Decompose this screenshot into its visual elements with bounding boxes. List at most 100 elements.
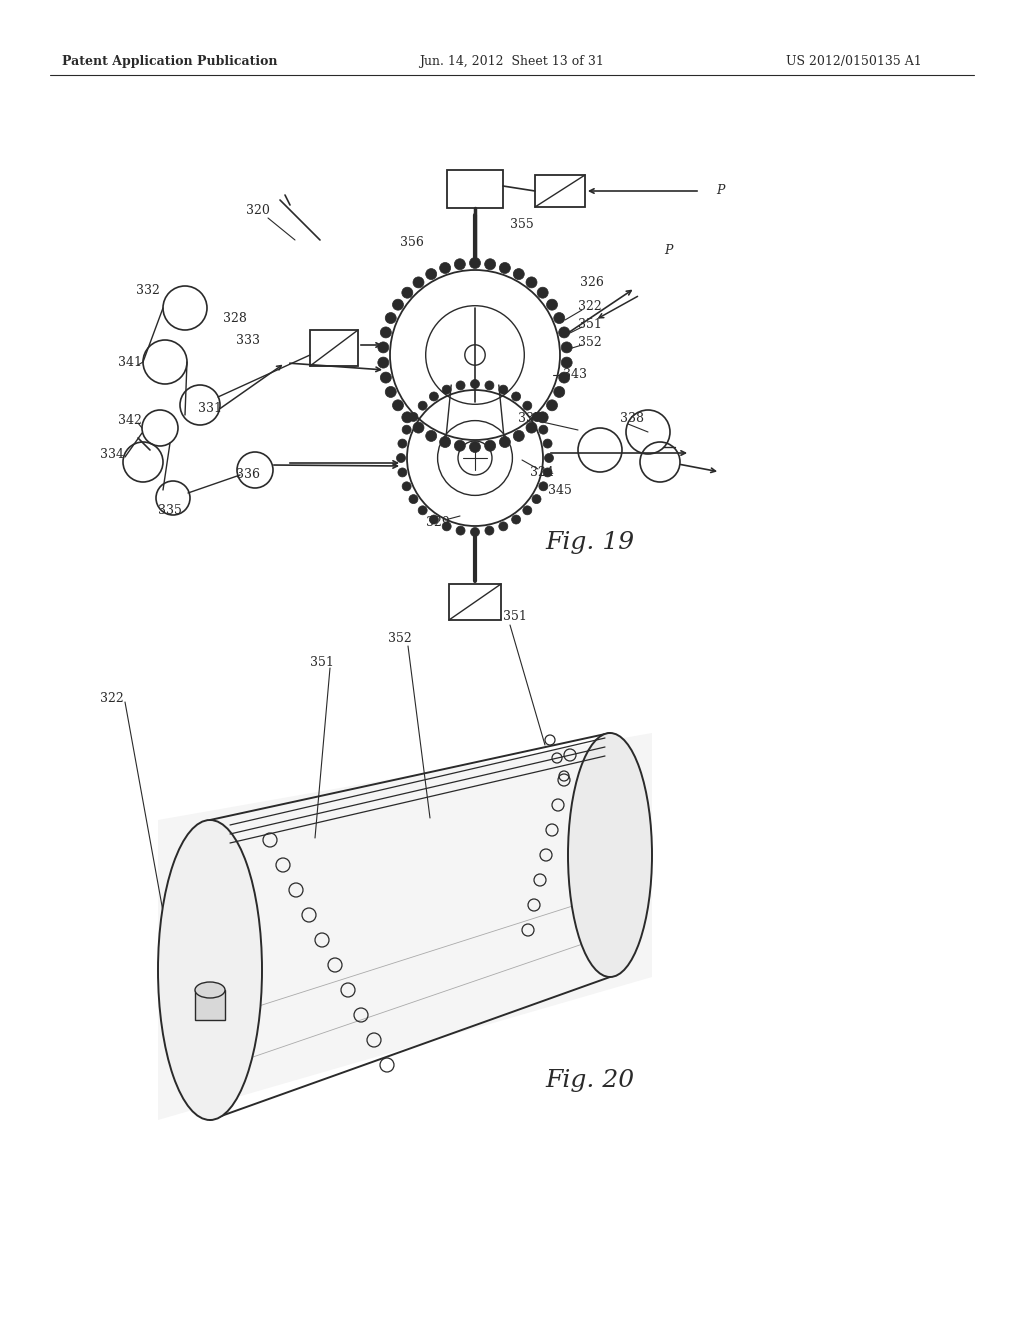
Circle shape: [455, 259, 465, 269]
Text: Fig. 19: Fig. 19: [546, 531, 635, 553]
Circle shape: [526, 422, 537, 433]
Circle shape: [380, 327, 391, 338]
Circle shape: [413, 422, 424, 433]
Circle shape: [455, 441, 465, 451]
Circle shape: [439, 437, 451, 447]
Circle shape: [539, 482, 548, 491]
Circle shape: [547, 400, 557, 411]
Circle shape: [378, 342, 389, 352]
Text: 351: 351: [503, 610, 527, 623]
Circle shape: [426, 268, 436, 280]
Circle shape: [402, 425, 411, 434]
Text: 345: 345: [548, 483, 572, 496]
Circle shape: [426, 430, 436, 441]
Circle shape: [398, 440, 407, 447]
Circle shape: [532, 412, 541, 421]
Circle shape: [538, 412, 548, 422]
Text: 322: 322: [100, 692, 124, 705]
Circle shape: [543, 440, 552, 447]
Text: 324: 324: [530, 466, 554, 479]
Text: 342: 342: [118, 413, 142, 426]
PathPatch shape: [158, 733, 652, 1119]
Text: 326: 326: [580, 276, 604, 289]
Circle shape: [401, 288, 413, 298]
Bar: [447, 170, 503, 209]
Circle shape: [413, 277, 424, 288]
Text: 336: 336: [236, 469, 260, 482]
Text: 351: 351: [310, 656, 334, 668]
Circle shape: [470, 528, 479, 536]
Circle shape: [532, 495, 541, 504]
Circle shape: [499, 385, 508, 395]
Bar: [535, 176, 585, 207]
Text: Fig. 20: Fig. 20: [546, 1068, 635, 1092]
Bar: [195, 990, 225, 1020]
Text: 335: 335: [158, 503, 182, 516]
Circle shape: [559, 372, 569, 383]
Circle shape: [392, 400, 403, 411]
Circle shape: [543, 467, 552, 477]
Circle shape: [500, 263, 510, 273]
Circle shape: [442, 385, 452, 395]
Circle shape: [538, 288, 548, 298]
Text: 337: 337: [518, 412, 542, 425]
Circle shape: [539, 425, 548, 434]
Circle shape: [523, 401, 531, 411]
Ellipse shape: [568, 733, 652, 977]
Circle shape: [554, 313, 565, 323]
Text: 322: 322: [579, 300, 602, 313]
Text: 341: 341: [118, 355, 142, 368]
Text: 334: 334: [100, 449, 124, 462]
Circle shape: [484, 259, 496, 269]
Text: 333: 333: [236, 334, 260, 346]
Circle shape: [561, 342, 572, 352]
Ellipse shape: [195, 982, 225, 998]
Text: 328: 328: [223, 312, 247, 325]
Circle shape: [485, 527, 494, 535]
Circle shape: [401, 412, 413, 422]
Circle shape: [380, 372, 391, 383]
Text: Patent Application Publication: Patent Application Publication: [62, 55, 278, 69]
Circle shape: [559, 327, 569, 338]
Circle shape: [545, 454, 554, 462]
Circle shape: [439, 263, 451, 273]
Circle shape: [442, 521, 452, 531]
Circle shape: [418, 401, 427, 411]
Text: 352: 352: [579, 335, 602, 348]
Circle shape: [526, 277, 537, 288]
Circle shape: [429, 515, 438, 524]
Circle shape: [396, 454, 406, 462]
Circle shape: [499, 521, 508, 531]
Circle shape: [385, 313, 396, 323]
Circle shape: [469, 257, 480, 268]
Bar: [449, 583, 501, 620]
Circle shape: [470, 380, 479, 388]
Text: P: P: [716, 185, 724, 198]
Circle shape: [561, 358, 572, 368]
Ellipse shape: [158, 820, 262, 1119]
Circle shape: [513, 430, 524, 441]
Text: 329: 329: [426, 516, 450, 528]
Circle shape: [513, 268, 524, 280]
Circle shape: [554, 387, 565, 397]
Text: 355: 355: [510, 219, 534, 231]
Text: 352: 352: [388, 631, 412, 644]
Text: 343: 343: [563, 368, 587, 381]
Circle shape: [456, 527, 465, 535]
Circle shape: [484, 441, 496, 451]
Text: 331: 331: [198, 401, 222, 414]
Circle shape: [512, 515, 520, 524]
Bar: [310, 330, 358, 366]
Text: US 2012/0150135 A1: US 2012/0150135 A1: [786, 55, 922, 69]
Circle shape: [418, 506, 427, 515]
Circle shape: [456, 381, 465, 389]
Circle shape: [523, 506, 531, 515]
Text: 320: 320: [246, 203, 270, 216]
Circle shape: [512, 392, 520, 401]
Text: 351: 351: [579, 318, 602, 330]
Circle shape: [392, 300, 403, 310]
Circle shape: [429, 392, 438, 401]
Circle shape: [485, 381, 494, 389]
Circle shape: [547, 300, 557, 310]
Text: Jun. 14, 2012  Sheet 13 of 31: Jun. 14, 2012 Sheet 13 of 31: [420, 55, 604, 69]
